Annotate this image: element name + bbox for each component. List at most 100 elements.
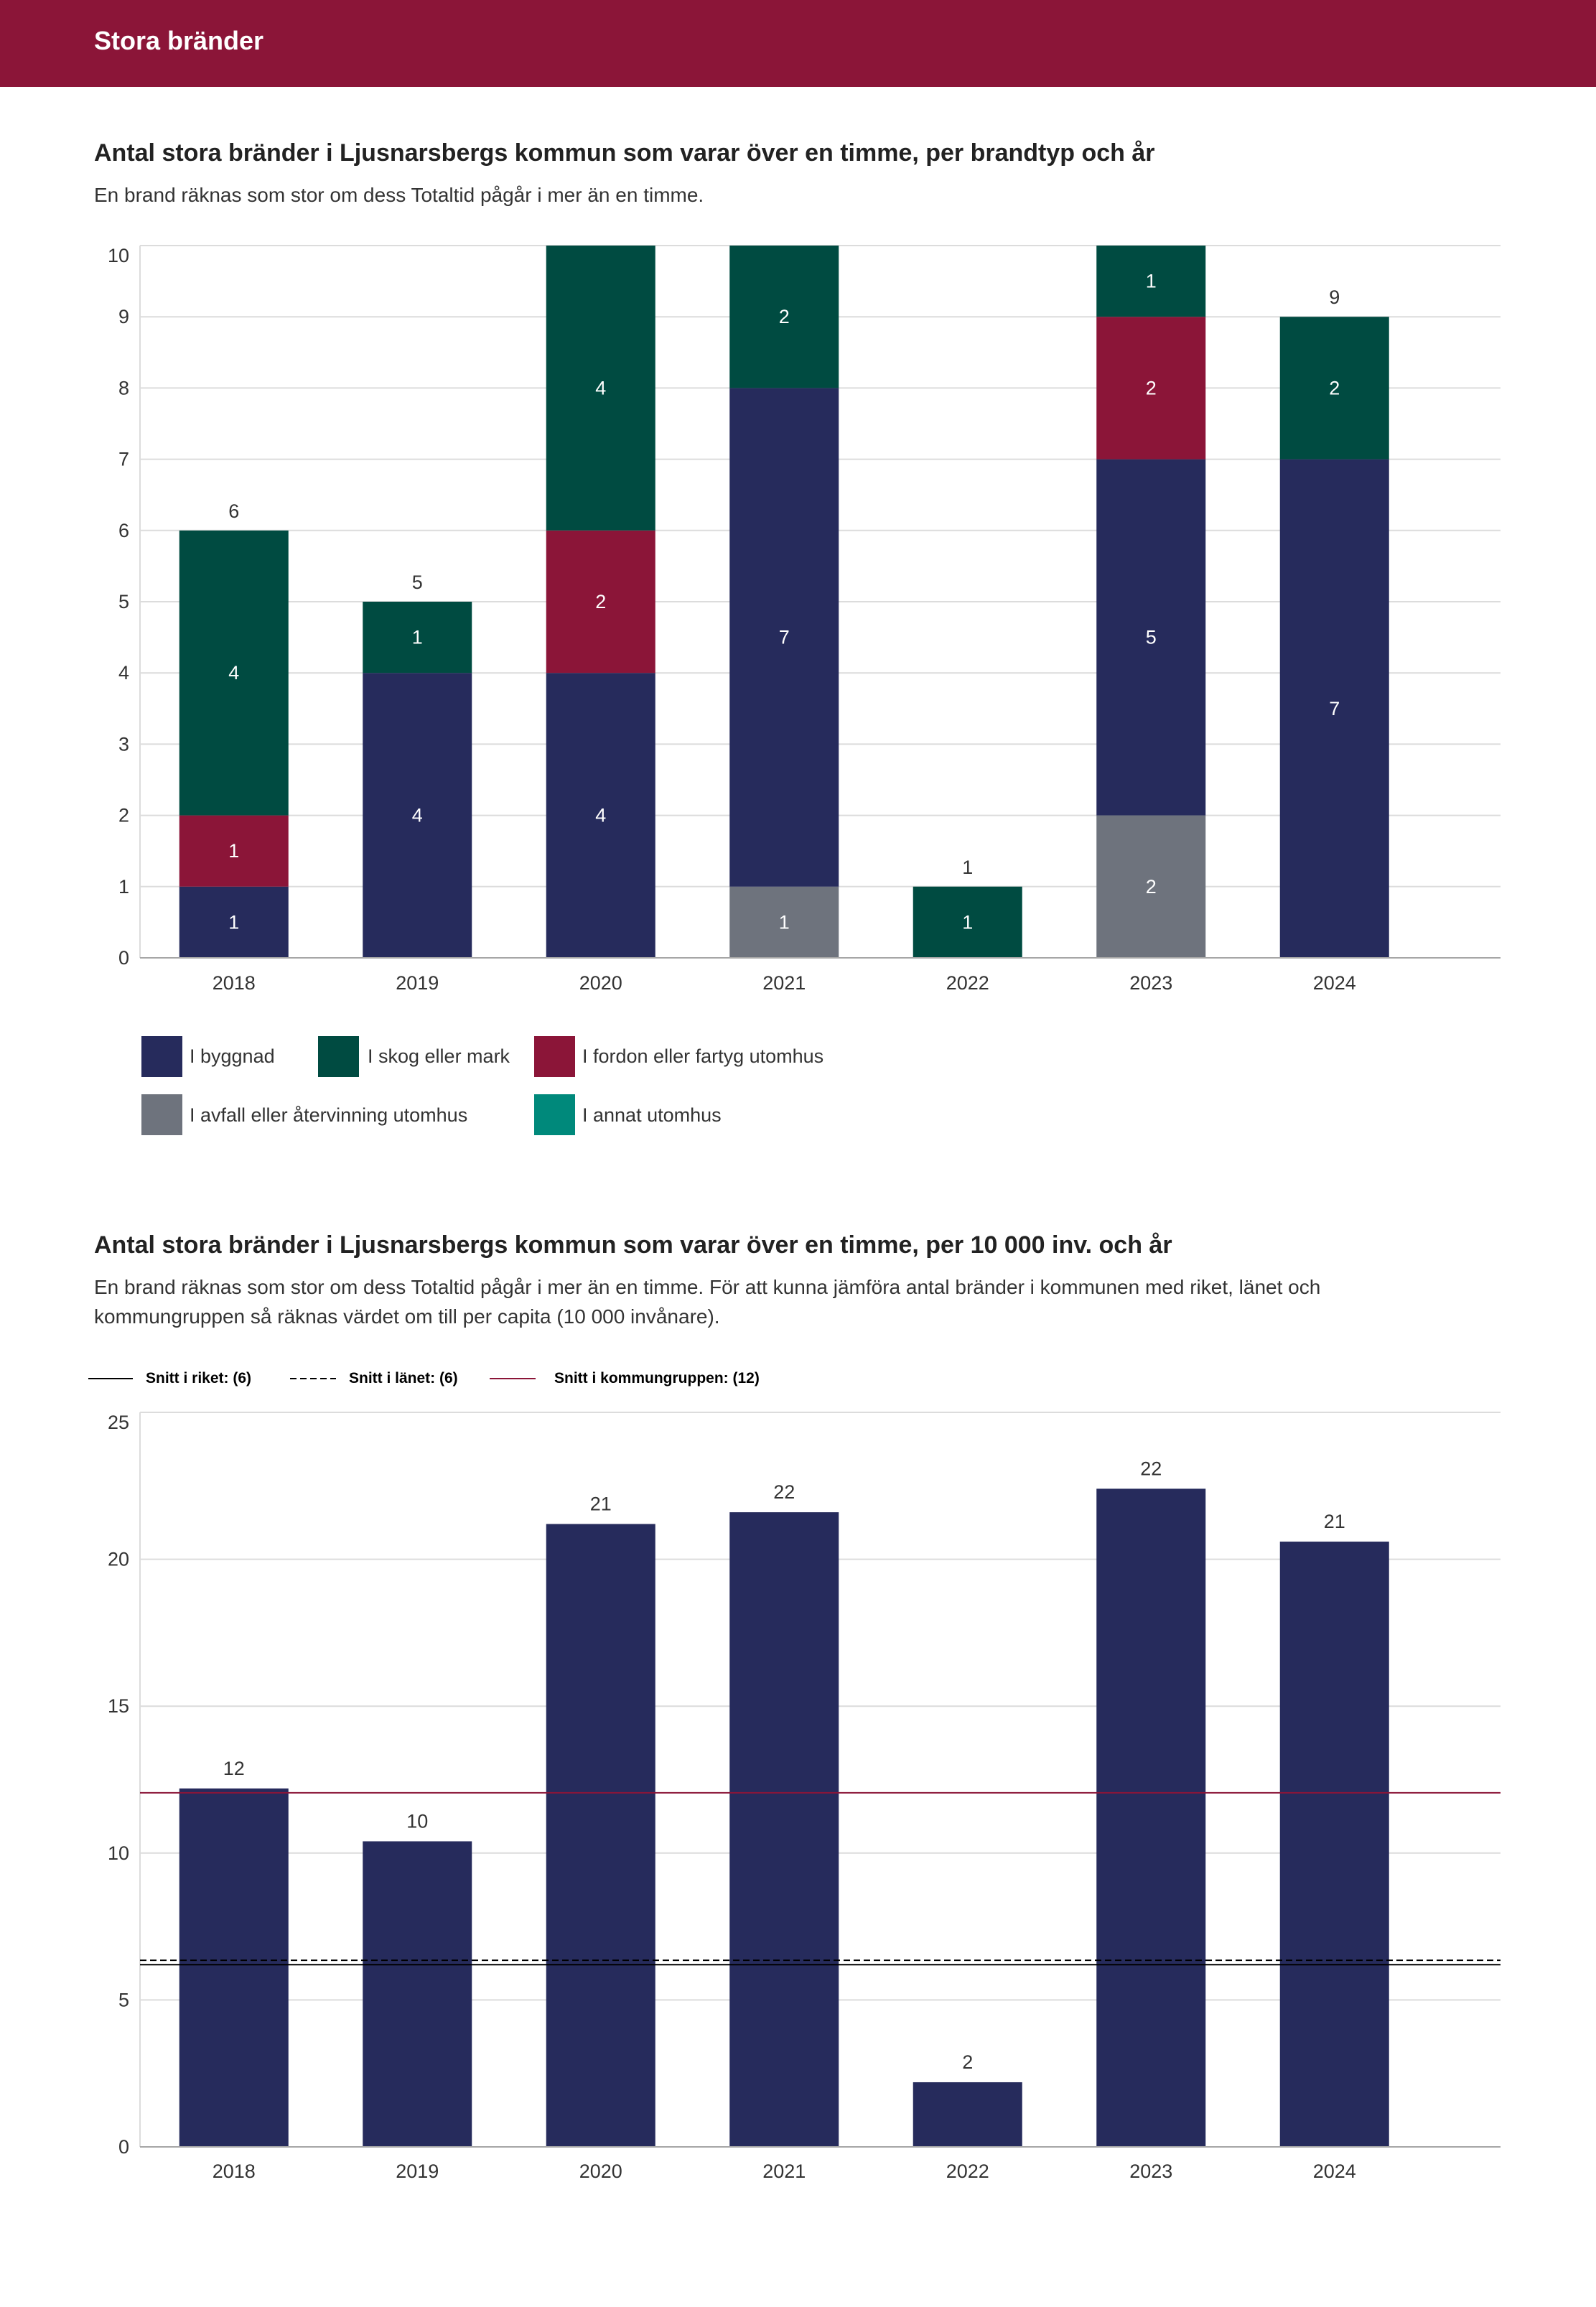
bar-segment-2019-i-byggnad [363, 673, 472, 958]
bar-segment-2021-i-skog-eller-mark [729, 246, 839, 388]
segment-label-2020-i-skog-eller-mark: 4 [595, 377, 606, 399]
legend-label-lanet: Snitt i länet: (6) [349, 1370, 458, 1386]
x-tick-label-2020: 2020 [579, 2161, 622, 2182]
chart2-bar-chart: 0 5 10 15 20 25 2018 2019 2020 2021 2022 2023 2024 12… [108, 1412, 1501, 2182]
bar-segment-2023-i-byggnad [1096, 459, 1206, 816]
legend-line-riket [88, 1378, 133, 1379]
bar-2021 [729, 1512, 839, 2147]
bar-segment-2020-i-skog-eller-mark [546, 246, 655, 531]
bar-segment-2018-i-skog-eller-mark [179, 530, 289, 816]
y-tick-label-25: 25 [108, 1412, 129, 1433]
x-tick-label-2018: 2018 [213, 972, 256, 994]
y-tick-label-10: 10 [108, 245, 129, 266]
y-tick-label-5: 5 [118, 1989, 129, 2010]
x-tick-label-2019: 2019 [396, 2161, 439, 2182]
chart1-title: Antal stora bränder i Ljusnarsbergs komm… [94, 139, 1155, 167]
value-label-2019: 10 [406, 1810, 428, 1832]
segment-label-2019-i-skog-eller-mark: 1 [412, 627, 423, 648]
chart2-title: Antal stora bränder i Ljusnarsbergs komm… [94, 1231, 1172, 1259]
segment-label-2021-i-skog-eller-mark: 2 [779, 306, 790, 327]
legend-label-kommungruppen: Snitt i kommungruppen: (12) [554, 1370, 760, 1386]
segment-label-2018-i-fordon-eller-fartyg-utomhus: 1 [228, 840, 239, 862]
segment-label-2019-i-byggnad: 4 [412, 805, 423, 826]
segment-label-2018-i-skog-eller-mark: 4 [228, 662, 239, 684]
y-tick-label-7: 7 [118, 449, 129, 470]
legend-line-kommungruppen [490, 1378, 536, 1379]
y-tick-label-8: 8 [118, 377, 129, 399]
y-tick-label-0: 0 [118, 2136, 129, 2158]
bar-segment-2021-i-byggnad [729, 388, 839, 887]
segment-label-2021-i-byggnad: 7 [779, 627, 790, 648]
bar-segment-2020-i-byggnad [546, 673, 655, 958]
x-tick-label-2020: 2020 [579, 972, 622, 994]
value-label-2022: 2 [962, 2051, 973, 2073]
legend-swatch-i-annat-utomhus [534, 1094, 575, 1135]
segment-label-2024-i-skog-eller-mark: 2 [1329, 377, 1340, 399]
segment-label-2023-i-avfall-eller-atervinning-utomhus: 2 [1146, 876, 1157, 898]
legend-swatch-i-fordon-eller-fartyg [534, 1036, 575, 1077]
bar-segment-2024-i-skog-eller-mark [1279, 317, 1389, 460]
legend-label-i-annat-utomhus: I annat utomhus [582, 1104, 722, 1126]
total-label-2019: 5 [412, 572, 423, 593]
legend-label-i-avfall: I avfall eller återvinning utomhus [190, 1104, 468, 1126]
segment-label-2021-i-avfall-eller-atervinning-utomhus: 1 [779, 911, 790, 933]
bar-segment-2020-i-fordon-eller-fartyg-utomhus [546, 530, 655, 674]
page-header: Stora bränder [0, 0, 1596, 87]
x-tick-label-2019: 2019 [396, 972, 439, 994]
bar-2023 [1096, 1488, 1206, 2147]
segment-label-2023-i-fordon-eller-fartyg-utomhus: 2 [1146, 377, 1157, 399]
value-label-2020: 21 [590, 1493, 612, 1514]
x-tick-label-2024: 2024 [1313, 972, 1356, 994]
total-label-2018: 6 [228, 500, 239, 522]
y-tick-label-2: 2 [118, 805, 129, 826]
x-tick-label-2022: 2022 [946, 972, 989, 994]
x-tick-label-2018: 2018 [213, 2161, 256, 2182]
x-tick-label-2024: 2024 [1313, 2161, 1356, 2182]
value-label-2021: 22 [773, 1481, 795, 1503]
x-tick-label-2021: 2021 [762, 2161, 806, 2182]
legend-swatch-i-avfall [141, 1094, 182, 1135]
chart2-subtitle-line-2: kommungruppen så räknas värdet om till p… [94, 1305, 720, 1328]
segment-label-2023-i-byggnad: 5 [1146, 627, 1157, 648]
legend-swatch-i-byggnad [141, 1036, 182, 1077]
y-tick-label-5: 5 [118, 591, 129, 612]
segment-label-2022-i-skog-eller-mark: 1 [962, 911, 973, 933]
y-tick-label-0: 0 [118, 947, 129, 969]
legend-line-lanet [290, 1378, 336, 1379]
segment-label-2023-i-skog-eller-mark: 1 [1146, 271, 1157, 292]
x-tick-label-2022: 2022 [946, 2161, 989, 2182]
bar-segment-2023-i-skog-eller-mark [1096, 246, 1206, 317]
value-label-2024: 21 [1324, 1511, 1345, 1532]
bar-segment-2023-i-avfall-eller-atervinning-utomhus [1096, 815, 1206, 958]
y-tick-label-3: 3 [118, 733, 129, 755]
bar-2019 [363, 1841, 472, 2147]
total-label-2024: 9 [1329, 286, 1340, 308]
bar-2018 [179, 1788, 289, 2147]
bar-segment-2022-i-skog-eller-mark [913, 886, 1022, 958]
bar-segment-2023-i-fordon-eller-fartyg-utomhus [1096, 317, 1206, 460]
segment-label-2020-i-byggnad: 4 [595, 805, 606, 826]
bar-segment-2024-i-byggnad [1279, 459, 1389, 958]
legend-label-riket: Snitt i riket: (6) [146, 1370, 252, 1386]
x-tick-label-2021: 2021 [762, 972, 806, 994]
bar-segment-2021-i-avfall-eller-atervinning-utomhus [729, 886, 839, 958]
bar-segment-2018-i-byggnad [179, 886, 289, 958]
chart2-subtitle-line-1: En brand räknas som stor om dess Totalti… [94, 1276, 1321, 1298]
y-tick-label-4: 4 [118, 662, 129, 684]
segment-label-2018-i-byggnad: 1 [228, 911, 239, 933]
legend-label-i-skog-eller-mark: I skog eller mark [368, 1045, 510, 1067]
legend-swatch-i-skog-eller-mark [318, 1036, 359, 1077]
bar-2020 [546, 1524, 655, 2147]
segment-label-2024-i-byggnad: 7 [1329, 698, 1340, 719]
value-label-2023: 22 [1140, 1458, 1162, 1479]
y-tick-label-15: 15 [108, 1695, 129, 1717]
y-tick-label-9: 9 [118, 306, 129, 327]
bar-segment-2019-i-skog-eller-mark [363, 602, 472, 674]
value-label-2018: 12 [223, 1758, 245, 1779]
x-tick-label-2023: 2023 [1129, 2161, 1172, 2182]
page-title: Stora bränder [94, 26, 264, 55]
segment-label-2020-i-fordon-eller-fartyg-utomhus: 2 [595, 591, 606, 612]
legend-label-i-fordon-eller-fartyg: I fordon eller fartyg utomhus [582, 1045, 824, 1067]
y-tick-label-1: 1 [118, 876, 129, 898]
y-tick-label-20: 20 [108, 1549, 129, 1570]
